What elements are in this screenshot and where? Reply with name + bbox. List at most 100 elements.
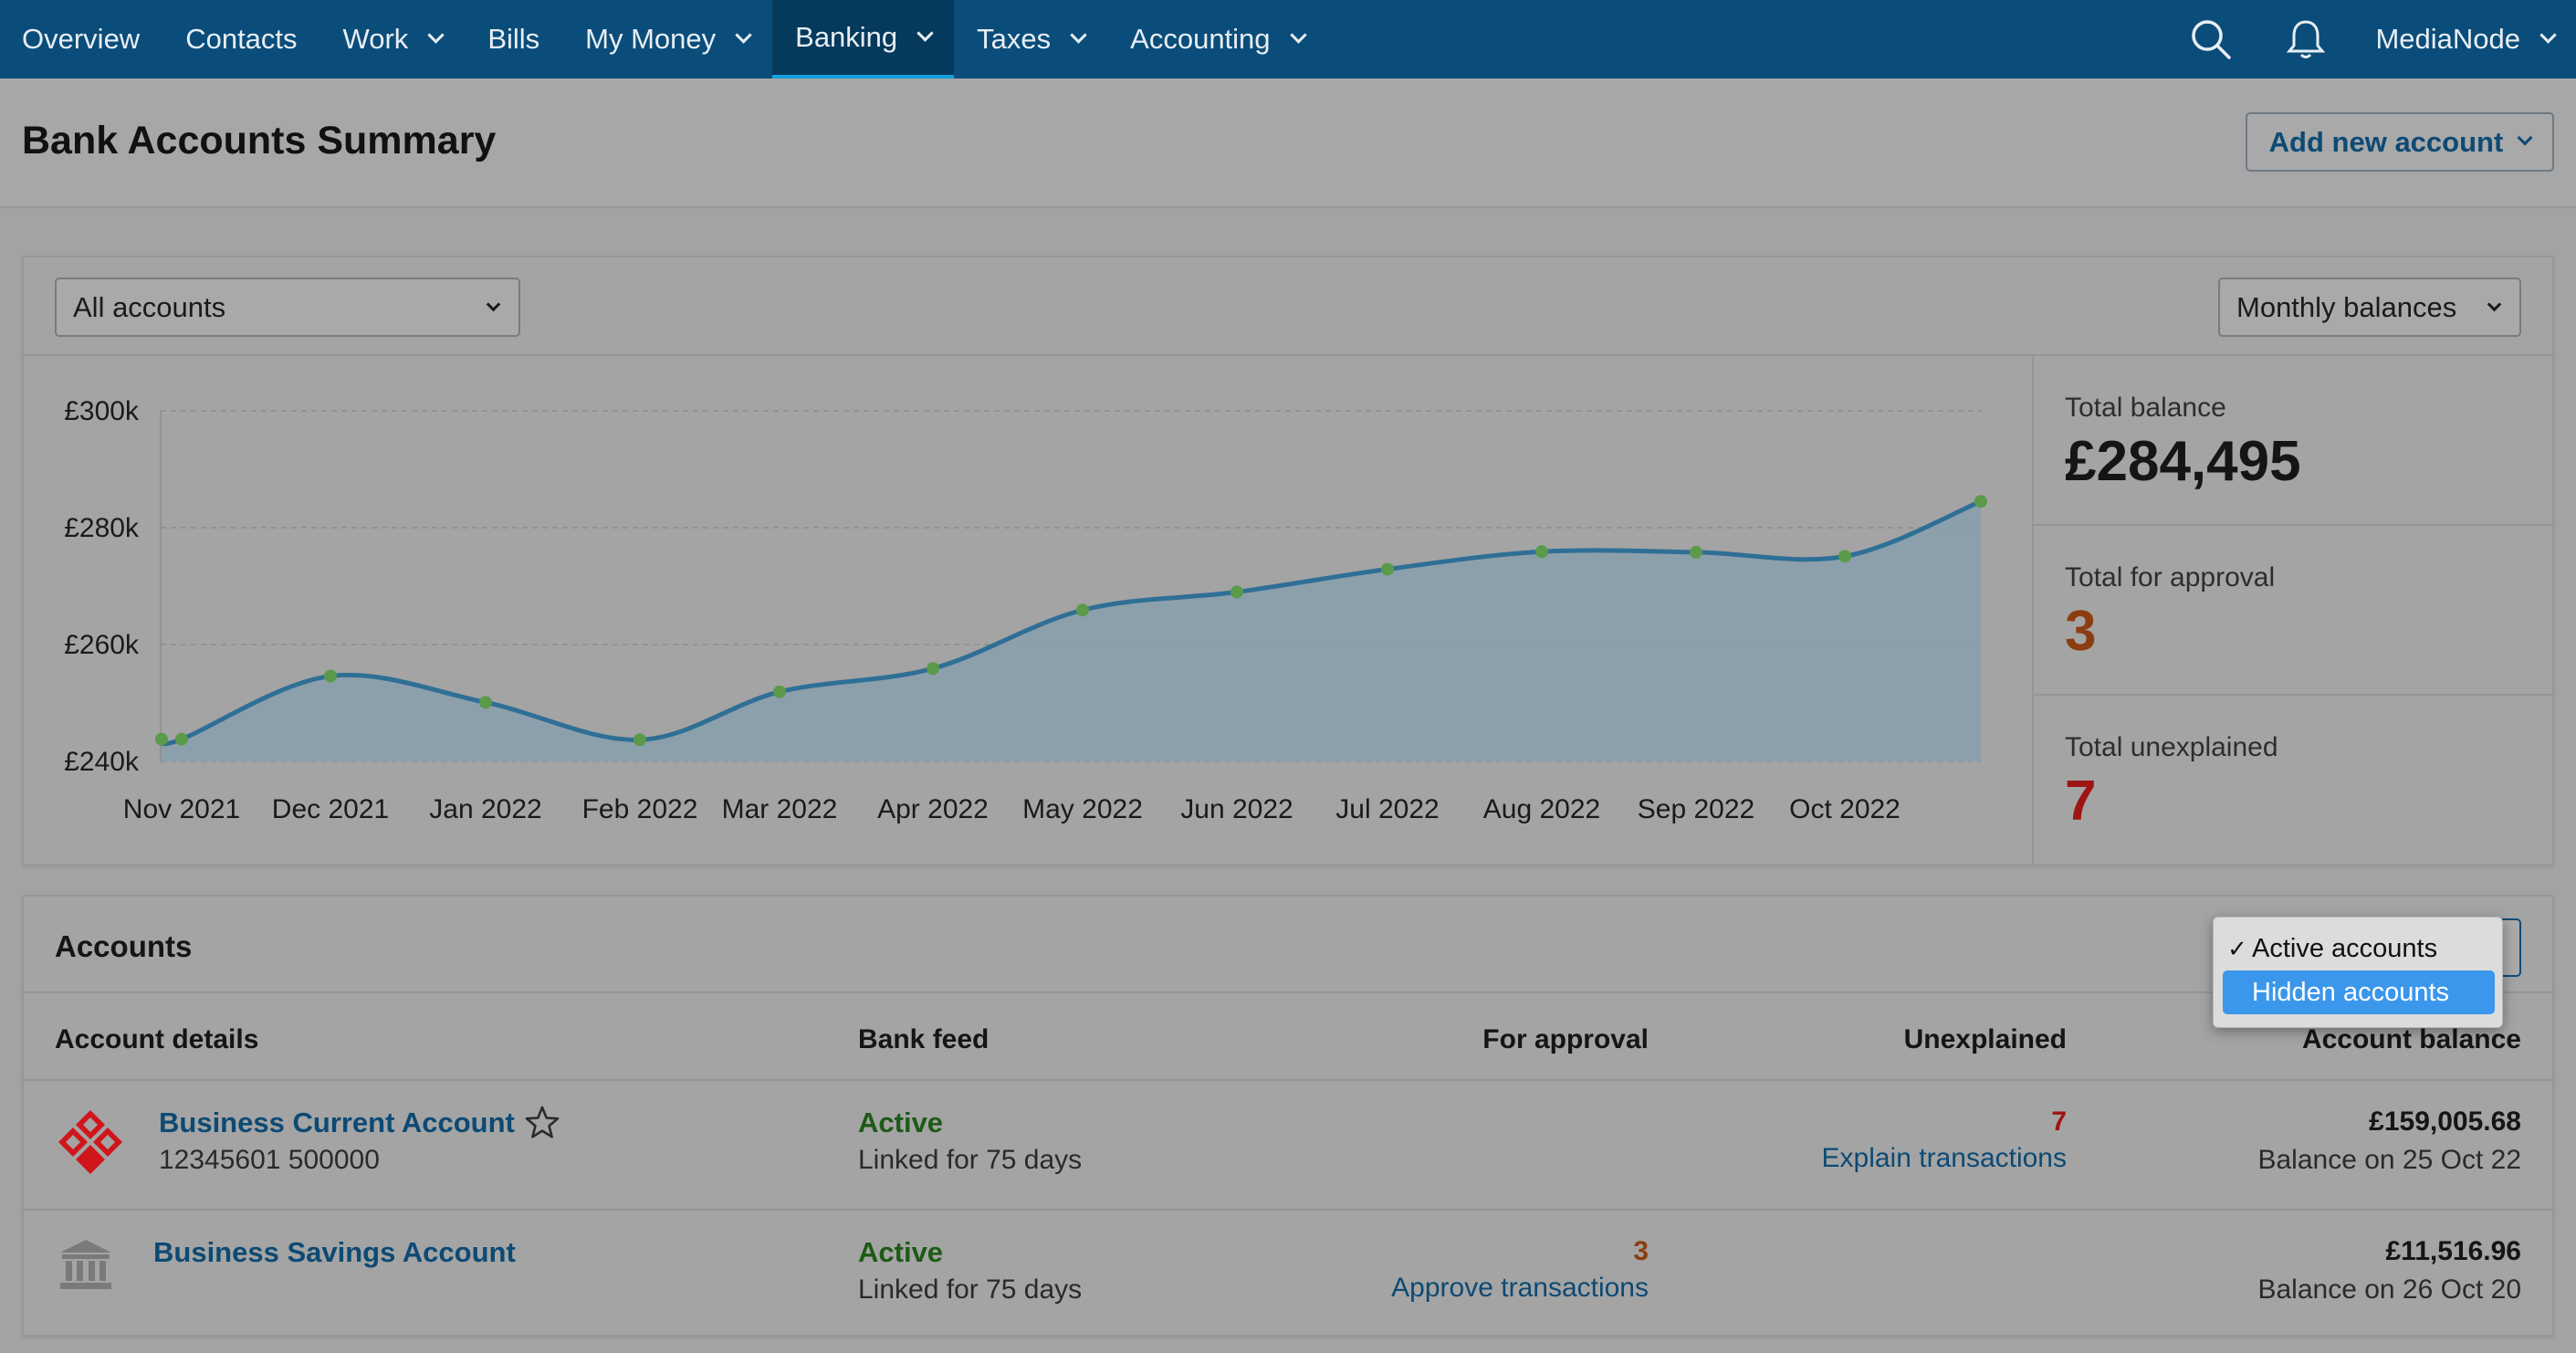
data-point bbox=[634, 733, 646, 747]
data-point bbox=[1690, 545, 1702, 559]
menu-item-hidden-accounts[interactable]: Hidden accounts bbox=[2223, 970, 2495, 1014]
chevron-down-icon bbox=[427, 26, 445, 44]
search-icon[interactable] bbox=[2185, 14, 2236, 65]
bank-building-icon bbox=[60, 1240, 111, 1289]
bank-feed-linked-duration: Linked for 75 days bbox=[858, 1145, 1083, 1175]
accounts-card: Accounts Account details Bank feed For a… bbox=[22, 895, 2554, 1337]
column-header-account-details[interactable]: Account details bbox=[55, 1024, 259, 1054]
stat-value: £284,495 bbox=[2065, 430, 2301, 493]
x-tick-label: Jun 2022 bbox=[1180, 794, 1293, 824]
x-tick-label: Oct 2022 bbox=[1789, 794, 1901, 824]
x-tick-label: Jan 2022 bbox=[429, 794, 541, 824]
balance-date: Balance on 25 Oct 22 bbox=[2257, 1145, 2521, 1175]
stat-total-for-approval: Total for approval 3 bbox=[2034, 526, 2554, 696]
balance-chart: £300k £280k £260k £240k Nov 2021 Dec 2021 Jan … bbox=[24, 356, 2032, 864]
nav-item-accounting[interactable]: Accounting bbox=[1107, 0, 1326, 79]
data-point bbox=[1230, 585, 1243, 599]
nav-item-label: Bills bbox=[487, 23, 540, 55]
balance-line bbox=[159, 498, 1982, 747]
nav-item-label: Taxes bbox=[977, 23, 1052, 55]
stat-label: Total unexplained bbox=[2065, 732, 2278, 762]
account-filter-select[interactable]: All accounts bbox=[55, 278, 520, 337]
accounts-filter-menu: ✓ Active accounts Hidden accounts bbox=[2213, 917, 2503, 1028]
table-row[interactable]: Business Savings Account Active Linked f… bbox=[24, 1211, 2552, 1340]
for-approval-count: 3 bbox=[1633, 1236, 1649, 1266]
chevron-down-icon bbox=[2539, 26, 2557, 44]
chevron-down-icon bbox=[916, 25, 934, 42]
column-header-unexplained[interactable]: Unexplained bbox=[1903, 1024, 2067, 1054]
nav-menu: Overview Contacts Work Bills My Money Ba… bbox=[0, 0, 1327, 79]
data-point bbox=[1381, 562, 1394, 576]
nav-item-label: Accounting bbox=[1130, 23, 1271, 55]
company-switcher[interactable]: MediaNode bbox=[2375, 23, 2557, 56]
nav-item-label: Banking bbox=[795, 21, 898, 53]
table-row[interactable]: Business Current Account 12345601 500000… bbox=[24, 1081, 2552, 1211]
column-header-account-balance[interactable]: Account balance bbox=[2301, 1024, 2521, 1054]
chevron-down-icon bbox=[1289, 26, 1307, 44]
period-select[interactable]: Monthly balances bbox=[2218, 278, 2521, 337]
nav-item-label: Work bbox=[342, 23, 409, 55]
chevron-down-icon bbox=[486, 297, 501, 312]
explain-transactions-link[interactable]: Explain transactions bbox=[1821, 1143, 2067, 1173]
balance-area-fill bbox=[162, 501, 1981, 761]
data-point bbox=[927, 662, 939, 676]
summary-stats: Total balance £284,495 Total for approva… bbox=[2032, 356, 2554, 864]
column-header-for-approval[interactable]: For approval bbox=[1482, 1024, 1649, 1054]
nav-item-label: My Money bbox=[585, 23, 717, 55]
y-tick-label: £300k bbox=[64, 396, 140, 426]
menu-item-label: Hidden accounts bbox=[2252, 977, 2450, 1007]
nav-item-my-money[interactable]: My Money bbox=[562, 0, 772, 79]
nav-item-contacts[interactable]: Contacts bbox=[162, 0, 319, 79]
chevron-down-icon bbox=[2487, 297, 2502, 312]
bell-icon[interactable] bbox=[2280, 14, 2331, 65]
x-tick-label: Feb 2022 bbox=[582, 794, 698, 824]
nav-item-label: Overview bbox=[22, 23, 141, 55]
add-new-account-button[interactable]: Add new account bbox=[2246, 112, 2554, 172]
accounts-title: Accounts bbox=[55, 929, 193, 963]
data-point bbox=[155, 732, 168, 746]
y-tick-label: £280k bbox=[64, 513, 140, 543]
nav-item-bills[interactable]: Bills bbox=[465, 0, 562, 79]
menu-item-label: Active accounts bbox=[2252, 933, 2438, 963]
summary-toolbar: All accounts Monthly balances bbox=[24, 257, 2552, 356]
x-tick-label: May 2022 bbox=[1022, 794, 1143, 824]
x-tick-label: Sep 2022 bbox=[1638, 794, 1754, 824]
nav-item-banking[interactable]: Banking bbox=[772, 0, 955, 79]
x-tick-label: Nov 2021 bbox=[123, 794, 240, 824]
account-balance: £159,005.68 bbox=[2369, 1107, 2521, 1137]
bank-feed-status: Active bbox=[858, 1107, 944, 1138]
y-tick-label: £260k bbox=[64, 630, 140, 660]
account-name-link[interactable]: Business Current Account bbox=[159, 1107, 515, 1138]
star-icon[interactable] bbox=[524, 1105, 560, 1141]
accounts-header: Accounts bbox=[24, 897, 2552, 993]
bank-feed-status: Active bbox=[858, 1236, 944, 1268]
data-point bbox=[175, 732, 188, 746]
data-point bbox=[773, 685, 786, 698]
y-tick-label: £240k bbox=[64, 747, 140, 777]
nav-item-label: Contacts bbox=[185, 23, 298, 55]
approve-transactions-link[interactable]: Approve transactions bbox=[1391, 1273, 1649, 1303]
x-tick-label: Apr 2022 bbox=[877, 794, 989, 824]
nav-item-taxes[interactable]: Taxes bbox=[954, 0, 1107, 79]
period-value: Monthly balances bbox=[2236, 290, 2457, 323]
nav-item-overview[interactable]: Overview bbox=[0, 0, 162, 79]
chevron-down-icon bbox=[735, 26, 752, 44]
x-tick-label: Aug 2022 bbox=[1483, 794, 1600, 824]
add-new-account-label: Add new account bbox=[2268, 125, 2504, 158]
account-name-link[interactable]: Business Savings Account bbox=[153, 1236, 516, 1268]
natwest-logo-icon bbox=[58, 1110, 122, 1174]
column-header-bank-feed[interactable]: Bank feed bbox=[858, 1024, 990, 1054]
x-tick-label: Jul 2022 bbox=[1335, 794, 1439, 824]
chevron-down-icon bbox=[1070, 26, 1087, 44]
stat-label: Total balance bbox=[2065, 393, 2226, 423]
stat-value: 3 bbox=[2065, 600, 2097, 663]
x-tick-label: Dec 2021 bbox=[272, 794, 389, 824]
page-title: Bank Accounts Summary bbox=[22, 119, 497, 163]
data-point bbox=[324, 669, 337, 683]
nav-item-work[interactable]: Work bbox=[320, 0, 466, 79]
chevron-down-icon bbox=[2517, 130, 2533, 146]
nav-utilities: MediaNode bbox=[2185, 0, 2576, 79]
accounts-table-header: Account details Bank feed For approval U… bbox=[24, 993, 2552, 1081]
stat-value: 7 bbox=[2065, 770, 2097, 833]
menu-item-active-accounts[interactable]: ✓ Active accounts bbox=[2223, 927, 2495, 970]
